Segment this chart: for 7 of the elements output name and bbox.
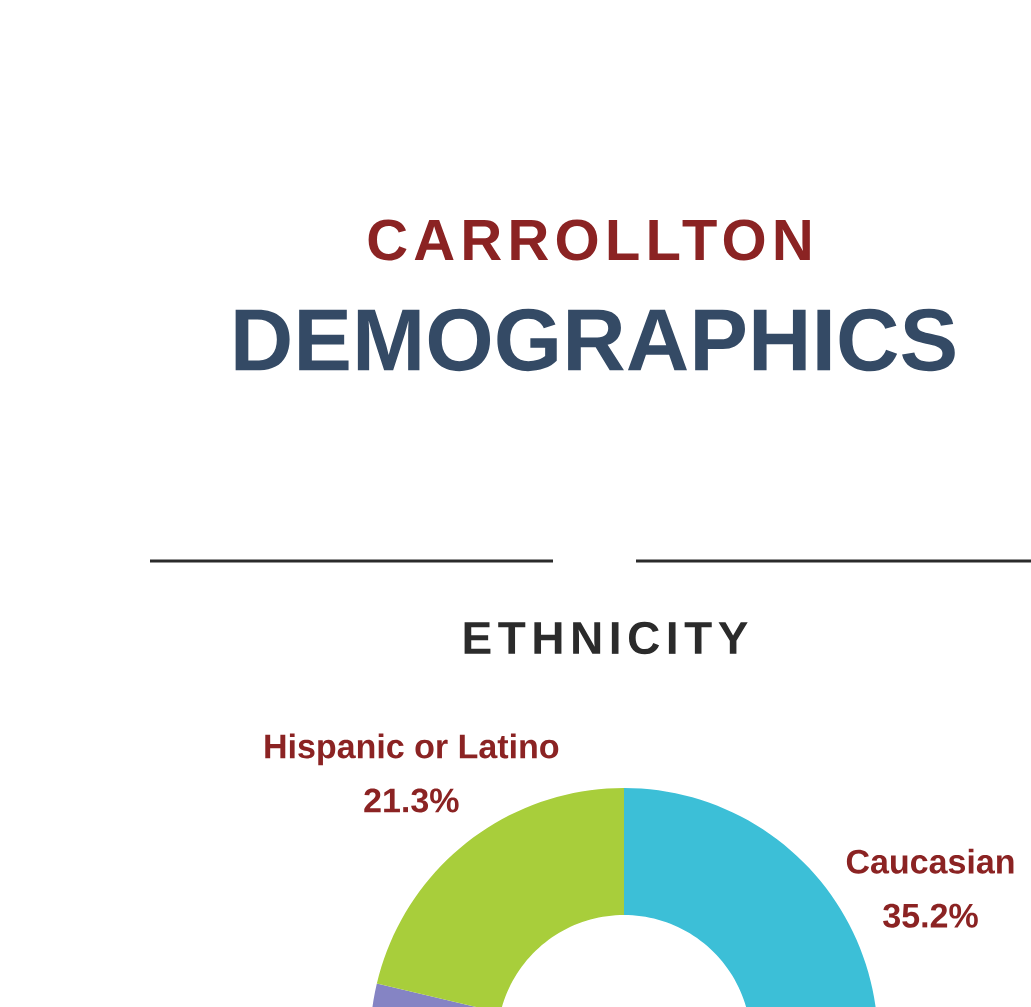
text: DEMOGRAPHICS xyxy=(235,308,955,372)
data-label: 35.2% xyxy=(883,903,978,928)
data-label: 21.3% xyxy=(364,788,459,813)
slice-label: Caucasian xyxy=(846,848,1014,874)
text: CARROLLTON xyxy=(368,219,810,261)
slice-label: Hispanic or Latino xyxy=(265,733,559,766)
chart-title: ETHNICITY xyxy=(464,621,748,655)
